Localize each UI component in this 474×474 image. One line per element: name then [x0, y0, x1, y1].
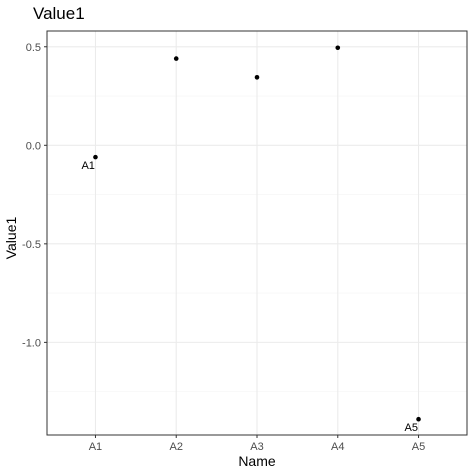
x-tick-label: A1	[89, 441, 102, 453]
grid	[47, 31, 467, 435]
y-axis: 0.5 0.0 -0.5 -1.0	[22, 42, 47, 349]
y-tick-label: -1.0	[22, 337, 41, 349]
x-axis: A1 A2 A3 A4 A5	[89, 435, 425, 453]
data-point-a3	[254, 75, 260, 80]
x-axis-title: Name	[238, 453, 276, 469]
data-point-a4	[335, 45, 341, 51]
x-tick-label: A3	[250, 441, 263, 453]
data-point-a5	[416, 416, 421, 422]
y-tick-label: 0.0	[26, 140, 41, 152]
x-tick-label: A4	[331, 441, 344, 453]
y-tick-label: -0.5	[22, 239, 41, 251]
data-point-a1	[93, 154, 98, 160]
chart-title: Value1	[33, 4, 85, 23]
x-tick-label: A5	[412, 441, 425, 453]
point-label-a5: A5	[405, 422, 418, 434]
y-tick-label: 0.5	[26, 42, 41, 54]
y-axis-title: Value1	[3, 217, 19, 260]
point-label-a1: A1	[81, 160, 94, 172]
x-tick-label: A2	[169, 441, 182, 453]
data-point-a2	[173, 56, 179, 61]
data-points: A1 A5	[81, 45, 421, 434]
